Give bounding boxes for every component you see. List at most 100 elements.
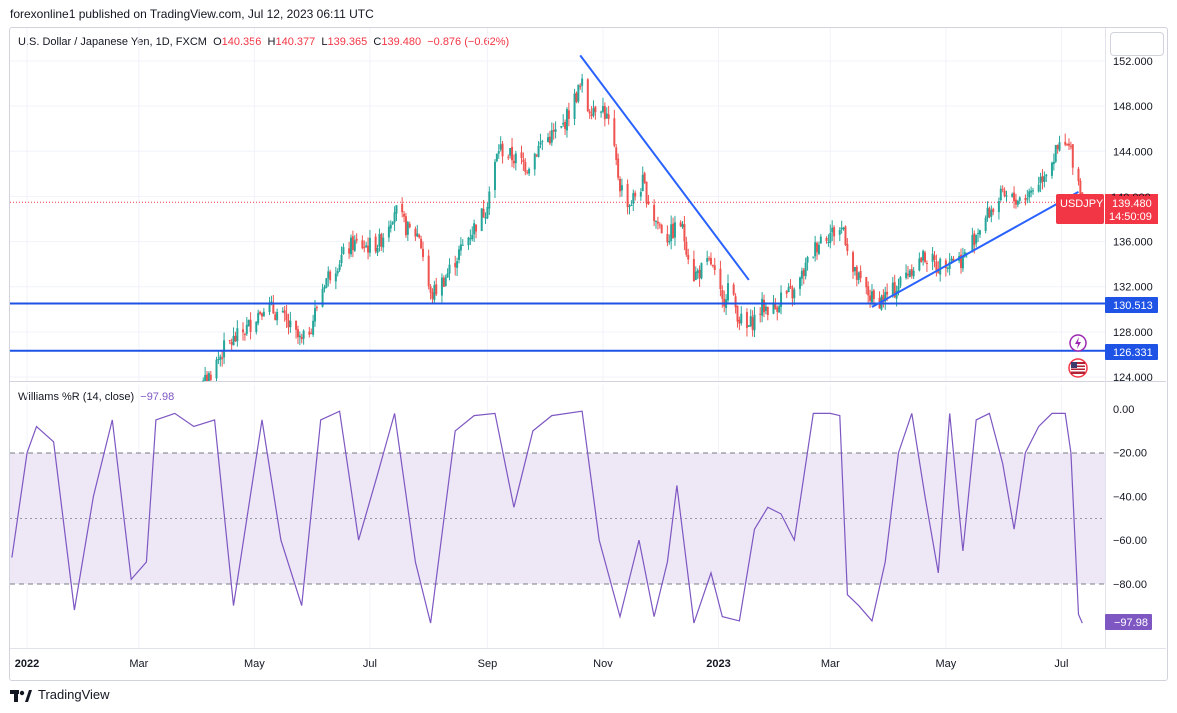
candle <box>376 244 379 256</box>
candle <box>1013 186 1016 209</box>
candle <box>761 292 764 323</box>
candle <box>1003 187 1006 198</box>
us-flag-icon[interactable] <box>1068 358 1088 378</box>
candle <box>601 97 604 114</box>
candle <box>486 202 489 220</box>
candle <box>435 277 438 297</box>
candle <box>681 221 684 229</box>
candle <box>535 153 538 158</box>
candle <box>639 188 642 201</box>
candle <box>588 108 591 119</box>
candle <box>905 264 908 280</box>
candle <box>268 296 271 316</box>
trendline-1[interactable] <box>871 191 1079 308</box>
candle <box>351 230 354 258</box>
candle <box>641 166 644 192</box>
candle <box>619 176 622 198</box>
lightning-icon[interactable] <box>1069 334 1087 352</box>
candle <box>289 311 292 333</box>
candle <box>906 266 909 280</box>
candle <box>378 228 381 252</box>
candle <box>840 220 843 234</box>
candle <box>245 317 248 336</box>
candle <box>605 107 608 120</box>
candle <box>645 181 648 208</box>
candle <box>215 356 218 381</box>
candle <box>363 240 366 253</box>
williams-value: −97.98 <box>140 391 175 403</box>
candle <box>910 264 913 279</box>
candle <box>276 308 279 326</box>
candle <box>594 105 597 120</box>
candle <box>308 326 311 338</box>
candle <box>931 247 934 271</box>
time-tick-label: Mar <box>129 658 148 670</box>
candle <box>497 144 500 159</box>
candle <box>1016 199 1019 208</box>
candle <box>444 274 447 287</box>
candle <box>374 233 377 254</box>
time-tick-label: 2023 <box>706 658 730 670</box>
candle <box>552 123 555 140</box>
candle <box>524 158 527 176</box>
candle <box>475 224 478 239</box>
candle <box>329 269 332 284</box>
candle <box>1043 171 1046 188</box>
candle <box>613 109 616 148</box>
candle <box>853 266 856 276</box>
close-value: 139.480 <box>381 36 422 48</box>
candle <box>368 230 371 257</box>
candle <box>997 197 1000 220</box>
candle <box>467 236 470 250</box>
candle <box>1068 138 1071 150</box>
candle <box>550 122 553 146</box>
candle <box>793 287 796 305</box>
close-label: C <box>373 36 382 48</box>
candle <box>884 286 887 310</box>
williams-badge-bg <box>1105 614 1152 630</box>
candle <box>484 212 487 225</box>
candle <box>442 275 445 287</box>
candle <box>283 305 286 322</box>
candle <box>628 204 631 215</box>
candle <box>221 350 224 367</box>
candle <box>971 227 974 253</box>
candle <box>1056 144 1059 154</box>
trendline-0[interactable] <box>579 54 750 281</box>
price-badge-value-bg <box>1105 194 1158 224</box>
candle <box>723 290 726 313</box>
chart-settings-box[interactable] <box>1110 32 1164 56</box>
candle <box>1077 166 1080 186</box>
candle <box>285 305 288 329</box>
candle <box>223 332 226 365</box>
williams-tick-label: −60.00 <box>1113 535 1147 547</box>
candle <box>295 320 298 339</box>
candle <box>899 276 902 289</box>
open-label: O <box>213 36 222 48</box>
candle <box>391 221 394 226</box>
candle <box>342 243 345 255</box>
candle <box>656 216 659 230</box>
candle <box>855 264 858 287</box>
candle <box>859 265 862 283</box>
level-value: 126.331 <box>1113 347 1153 359</box>
candle <box>961 247 964 272</box>
candle <box>204 366 207 381</box>
candle <box>738 316 741 331</box>
candle <box>812 256 815 259</box>
candle <box>937 261 940 274</box>
candle <box>350 234 353 258</box>
candle <box>431 288 434 303</box>
candle <box>634 190 637 201</box>
candle <box>600 110 603 118</box>
candle <box>846 238 849 256</box>
level-value: 130.513 <box>1113 300 1153 312</box>
candle <box>539 133 542 149</box>
price-axis-ticks: 124.000 128.000 132.000 136.000 144.000 148.0… <box>1113 56 1153 384</box>
candle <box>882 289 885 308</box>
candle <box>798 276 801 296</box>
candle <box>825 236 828 244</box>
time-tick-label: May <box>244 658 265 670</box>
candle <box>420 235 423 250</box>
